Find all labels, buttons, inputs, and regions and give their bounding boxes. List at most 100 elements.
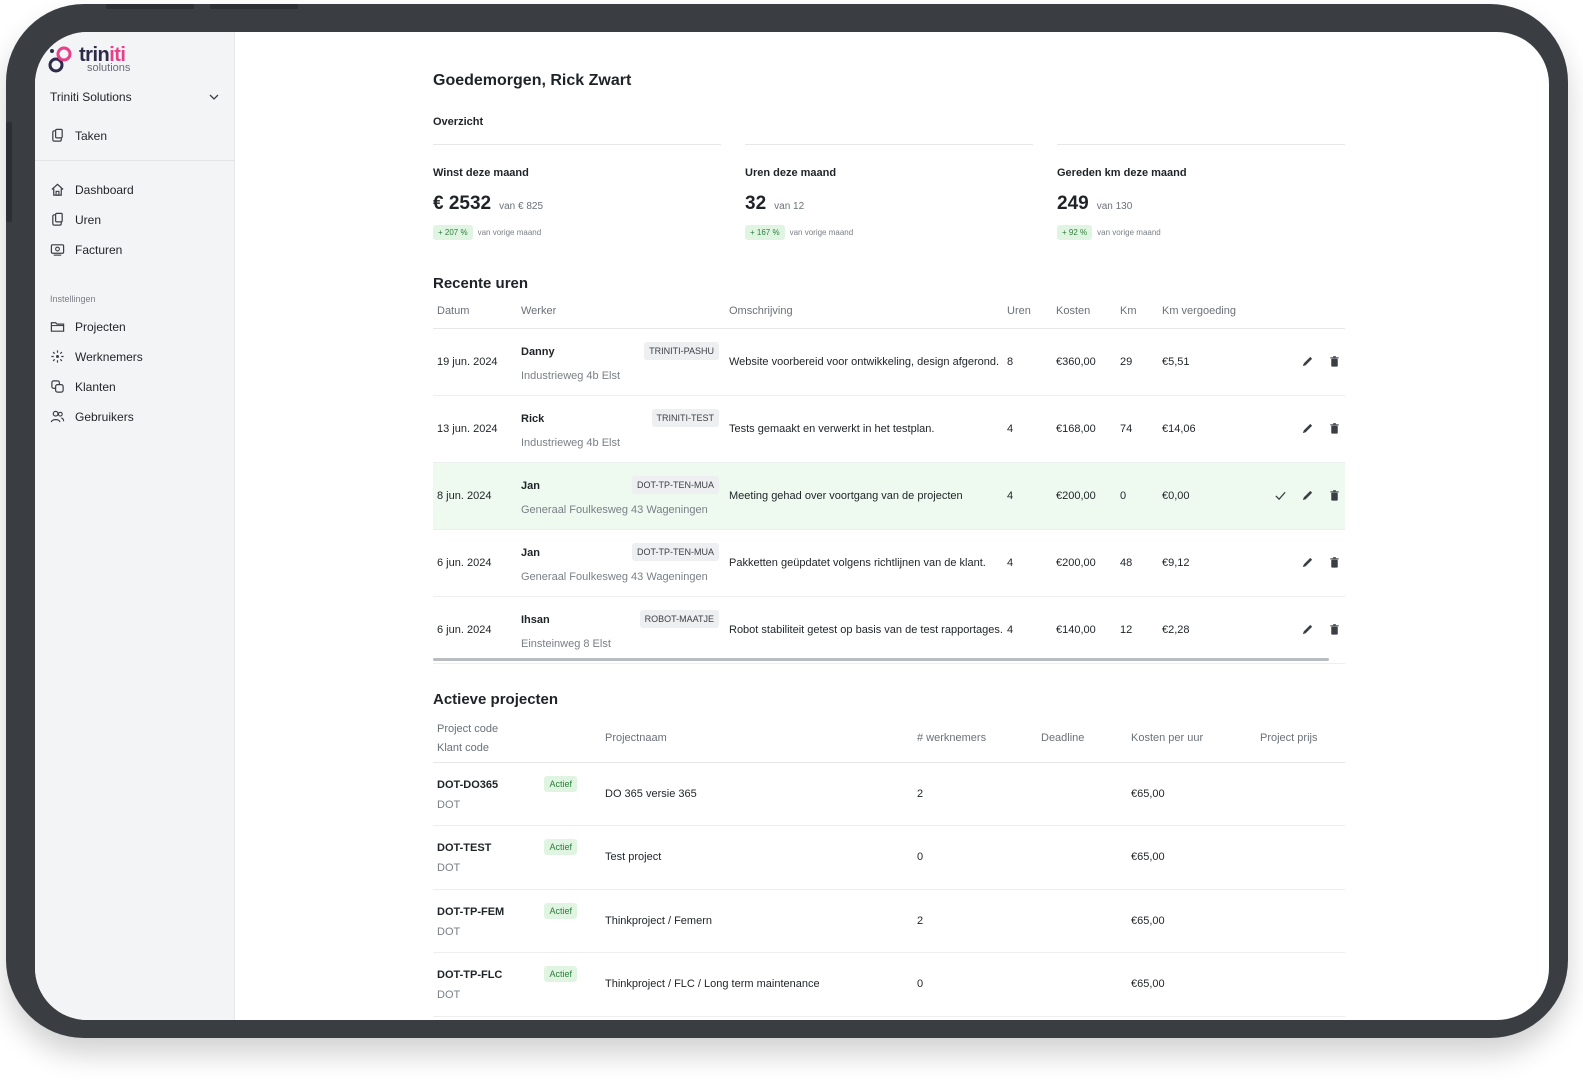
change-label: van vorige maand [789, 228, 854, 237]
table-header-row: Project code Klant code Projectnaam # wer… [433, 716, 1345, 763]
stat-title: Gereden km deze maand [1057, 167, 1187, 179]
cell-omschrijving: Website voorbereid voor ontwikkeling, de… [725, 328, 1003, 396]
trash-icon[interactable] [1328, 556, 1341, 569]
sidebar-item-gebruikers[interactable]: Gebruikers [50, 409, 134, 424]
cell-kosten-per-uur: €65,00 [1127, 889, 1256, 953]
stat-previous: van 12 [774, 201, 805, 212]
table-row[interactable]: 6 jun. 2024 Jan DOT-TP-TEN-MUA Generaal Fo… [433, 529, 1345, 597]
edit-pencil-icon[interactable] [1301, 489, 1314, 502]
brand-tagline: solutions [87, 61, 131, 74]
edit-pencil-icon[interactable] [1301, 623, 1314, 636]
sidebar-item-label: Taken [75, 128, 108, 143]
table-row[interactable]: 6 jun. 2024 Ihsan ROBOT-MAATJE Einsteinweg… [433, 596, 1345, 664]
table-header-row: Datum Werker Omschrijving Uren Kosten Km… [433, 294, 1345, 329]
table-row[interactable]: 19 jun. 2024 Danny TRINITI-PASHU Industrie… [433, 328, 1345, 396]
column-header[interactable]: Omschrijving [725, 294, 1003, 329]
stat-previous: van 130 [1096, 201, 1133, 212]
cell-projectnaam: Thinkproject / FLC / Long term maintenan… [601, 952, 913, 1017]
status-badge: Actief [544, 839, 577, 856]
worker-name: Ihsan [521, 613, 550, 626]
cell-kosten-per-uur: €65,00 [1127, 952, 1256, 1017]
worker-name: Jan [521, 479, 540, 492]
column-header[interactable]: Kosten [1052, 294, 1116, 329]
column-header[interactable]: Werker [517, 294, 725, 329]
app-screen: triniti solutions Triniti Solutions Take… [35, 32, 1549, 1020]
trash-icon[interactable] [1328, 489, 1341, 502]
cell-km-vergoeding: €9,12 [1158, 529, 1253, 597]
page-title: Goedemorgen, Rick Zwart [433, 72, 632, 89]
horizontal-scrollbar[interactable] [433, 658, 1329, 661]
org-name: Triniti Solutions [50, 90, 132, 104]
sidebar-item-taken[interactable]: Taken [50, 128, 107, 143]
column-header-klant-code: Klant code [437, 741, 489, 754]
cell-project-prijs [1256, 762, 1345, 826]
column-header[interactable]: Km vergoeding [1158, 294, 1253, 329]
project-tag: DOT-TP-TEN-MUA [632, 475, 719, 494]
table-row-highlighted[interactable]: 8 jun. 2024 Jan DOT-TP-TEN-MUA Generaal Fo… [433, 462, 1345, 530]
cell-uren: 8 [1003, 328, 1052, 396]
trash-icon[interactable] [1328, 422, 1341, 435]
table-row[interactable]: DOT-DO365 Actief DOT DO 365 versie 365 2 €… [433, 762, 1345, 826]
project-code: DOT-TEST [437, 842, 492, 855]
device-button [210, 4, 298, 9]
table-row[interactable]: 13 jun. 2024 Rick TRINITI-TEST Industriewe… [433, 395, 1345, 463]
home-icon [51, 183, 64, 196]
stat-card-winst: Winst deze maand € 2532 van € 825 + 207 %… [433, 144, 721, 240]
project-tag: TRINITI-TEST [651, 408, 719, 427]
sidebar-item-facturen[interactable]: Facturen [50, 242, 122, 257]
trash-icon[interactable] [1328, 623, 1341, 636]
tablet-frame: triniti solutions Triniti Solutions Take… [6, 4, 1568, 1038]
worker-name: Jan [521, 546, 540, 559]
cell-projectnaam: Test project [601, 825, 913, 890]
change-label: van vorige maand [1097, 228, 1161, 237]
stat-value: 249 [1057, 193, 1089, 214]
device-button [106, 4, 194, 9]
table-row[interactable]: DOT-TEST Actief DOT Test project 0 €65,00 [433, 825, 1345, 890]
column-header[interactable]: Project prijs [1256, 716, 1345, 763]
column-header[interactable]: # werknemers [913, 716, 1037, 763]
column-header-code[interactable]: Project code Klant code [433, 716, 601, 763]
device-button [6, 122, 12, 222]
project-tag: DOT-TP-TEN-MUA [632, 542, 719, 561]
brand-name-part2: iti [109, 43, 126, 66]
column-header[interactable]: Deadline [1037, 716, 1127, 763]
column-header[interactable]: Kosten per uur [1127, 716, 1256, 763]
change-label: van vorige maand [477, 228, 542, 237]
sidebar-divider [35, 160, 235, 161]
cell-datum: 8 jun. 2024 [433, 462, 517, 530]
column-header[interactable]: Projectnaam [601, 716, 913, 763]
invoice-icon [50, 244, 65, 256]
folder-icon [50, 322, 65, 332]
trash-icon[interactable] [1328, 355, 1341, 368]
status-badge: Actief [544, 902, 577, 919]
check-icon[interactable] [1274, 489, 1287, 502]
cell-kosten: €360,00 [1052, 328, 1116, 396]
cell-werknemers: 2 [913, 762, 1037, 826]
column-header[interactable]: Km [1116, 294, 1158, 329]
overview-label: Overzicht [433, 116, 484, 128]
table-row[interactable]: DOT-TP-FEM Actief DOT Thinkproject / Femer… [433, 889, 1345, 953]
sidebar-item-projecten[interactable]: Projecten [50, 319, 126, 334]
column-header[interactable]: Uren [1003, 294, 1052, 329]
project-code: DOT-TP-FLC [437, 969, 503, 982]
cell-project-prijs [1256, 889, 1345, 953]
cell-omschrijving: Robot stabiliteit getest op basis van de… [725, 596, 1003, 664]
cell-deadline [1037, 825, 1127, 890]
cell-km: 48 [1116, 529, 1158, 597]
change-badge: + 167 % [745, 225, 785, 240]
sidebar-item-werknemers[interactable]: Werknemers [50, 349, 143, 364]
cell-km: 74 [1116, 395, 1158, 463]
edit-pencil-icon[interactable] [1301, 556, 1314, 569]
edit-pencil-icon[interactable] [1301, 422, 1314, 435]
sidebar-item-dashboard[interactable]: Dashboard [50, 182, 134, 197]
sidebar-item-klanten[interactable]: Klanten [50, 379, 116, 394]
org-switcher[interactable]: Triniti Solutions [50, 90, 220, 104]
edit-pencil-icon[interactable] [1301, 355, 1314, 368]
cell-datum: 6 jun. 2024 [433, 596, 517, 664]
sidebar-item-uren[interactable]: Uren [50, 212, 101, 227]
column-header[interactable]: Datum [433, 294, 517, 329]
worker-address: Generaal Foulkesweg 43 Wageningen [521, 570, 708, 583]
cell-kosten-per-uur: €65,00 [1127, 825, 1256, 890]
table-row[interactable]: DOT-TP-FLC Actief DOT Thinkproject / FLC /… [433, 952, 1345, 1017]
cell-werknemers: 0 [913, 952, 1037, 1017]
